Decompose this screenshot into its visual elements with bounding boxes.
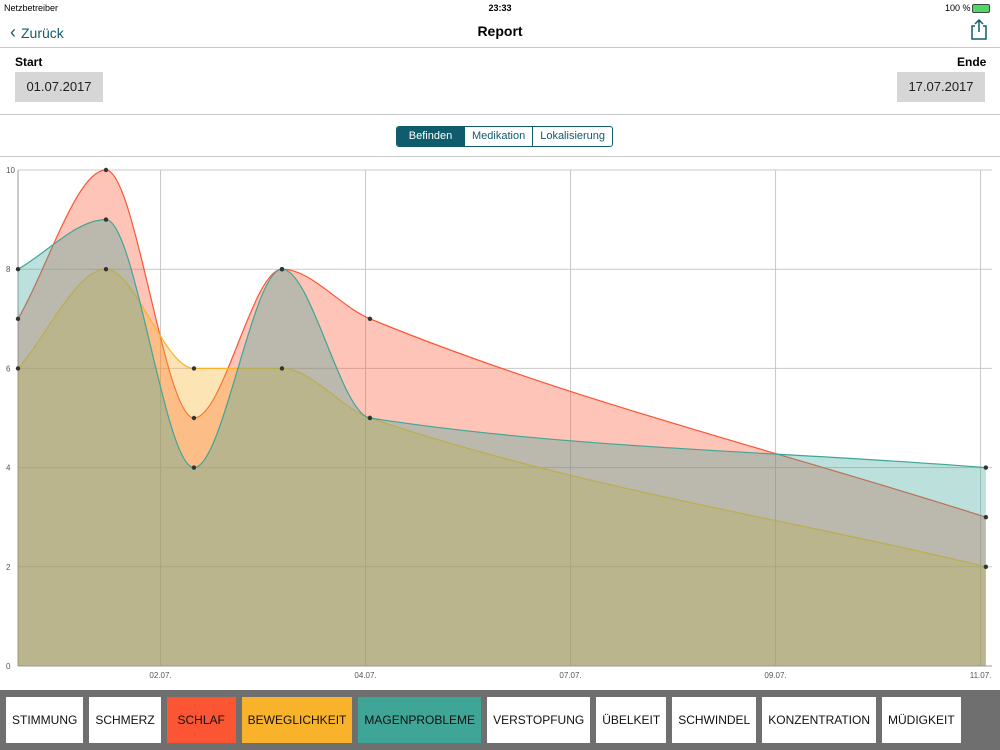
filter-button[interactable]: SCHMERZ bbox=[89, 697, 161, 743]
y-tick-label: 6 bbox=[6, 364, 11, 373]
filter-button[interactable]: SCHWINDEL bbox=[672, 697, 757, 743]
data-point bbox=[15, 316, 21, 321]
clock: 23:33 bbox=[488, 3, 512, 13]
data-point bbox=[191, 366, 197, 371]
x-tick-label: 04.07. bbox=[354, 671, 376, 680]
tab[interactable]: Lokalisierung bbox=[532, 127, 612, 146]
data-point bbox=[367, 415, 373, 421]
battery-icon bbox=[972, 4, 990, 13]
y-tick-label: 4 bbox=[6, 464, 11, 473]
legend-filter-button[interactable]: MAGENPROBLEME bbox=[358, 697, 482, 743]
filter-button[interactable]: STIMMUNG bbox=[6, 697, 84, 743]
series-area bbox=[18, 170, 986, 666]
data-point bbox=[279, 366, 285, 371]
x-tick-label: 11.07. bbox=[970, 671, 992, 680]
carrier: Netzbetreiber bbox=[4, 3, 59, 13]
divider bbox=[0, 47, 1000, 48]
back-label: Zurück bbox=[21, 25, 64, 41]
filter-button[interactable]: ÜBELKEIT bbox=[596, 697, 667, 743]
data-point bbox=[15, 366, 21, 371]
data-point bbox=[103, 267, 109, 272]
y-tick-label: 8 bbox=[6, 265, 11, 274]
battery: 100 % bbox=[945, 3, 971, 13]
legend-filter-button[interactable]: BEWEGLICHKEIT bbox=[241, 697, 353, 743]
x-tick-label: 07.07. bbox=[559, 671, 581, 680]
series-line bbox=[17, 218, 986, 469]
data-point bbox=[103, 167, 109, 173]
start-date[interactable]: 01.07.2017 bbox=[15, 72, 103, 102]
x-tick-label: 02.07. bbox=[149, 671, 171, 680]
y-tick-label: 0 bbox=[6, 662, 11, 671]
data-point bbox=[983, 515, 989, 520]
data-point bbox=[191, 465, 197, 470]
filter-button[interactable]: VERSTOPFUNG bbox=[487, 697, 591, 743]
back-button[interactable]: ‹ Zurück bbox=[10, 22, 64, 42]
data-point bbox=[279, 267, 285, 272]
divider bbox=[0, 156, 1000, 157]
start-label: Start bbox=[15, 55, 43, 69]
data-point bbox=[367, 316, 373, 321]
filter-button[interactable]: KONZENTRATION bbox=[762, 697, 877, 743]
end-label: Ende bbox=[957, 55, 987, 69]
data-point bbox=[15, 267, 21, 272]
share-button[interactable] bbox=[970, 18, 988, 40]
tab[interactable]: Medikation bbox=[464, 127, 532, 146]
x-tick-label: 09.07. bbox=[764, 671, 786, 680]
series-area bbox=[18, 219, 986, 666]
data-point bbox=[983, 564, 989, 569]
data-point bbox=[983, 465, 989, 470]
filter-bar: STIMMUNG SCHMERZ SCHLAF BEWEGLICHKEIT MAGENP… bbox=[0, 690, 1000, 750]
tab[interactable]: Befinden bbox=[397, 127, 464, 146]
y-tick-label: 2 bbox=[6, 563, 11, 572]
data-point bbox=[191, 415, 197, 421]
segmented-control: Befinden Medikation Lokalisierung bbox=[396, 126, 614, 147]
y-tick-label: 10 bbox=[6, 166, 15, 175]
chart: 0 2 4 6 8 10 02.07. 04.07. 07.07. 09.07. 11.07. bbox=[6, 166, 992, 680]
nav-title: Report bbox=[477, 23, 523, 39]
legend-filter-button[interactable]: SCHLAF bbox=[166, 697, 236, 743]
divider bbox=[0, 114, 1000, 115]
filter-button[interactable]: MÜDIGKEIT bbox=[882, 697, 961, 743]
data-point bbox=[103, 217, 109, 222]
end-date[interactable]: 17.07.2017 bbox=[897, 72, 985, 102]
